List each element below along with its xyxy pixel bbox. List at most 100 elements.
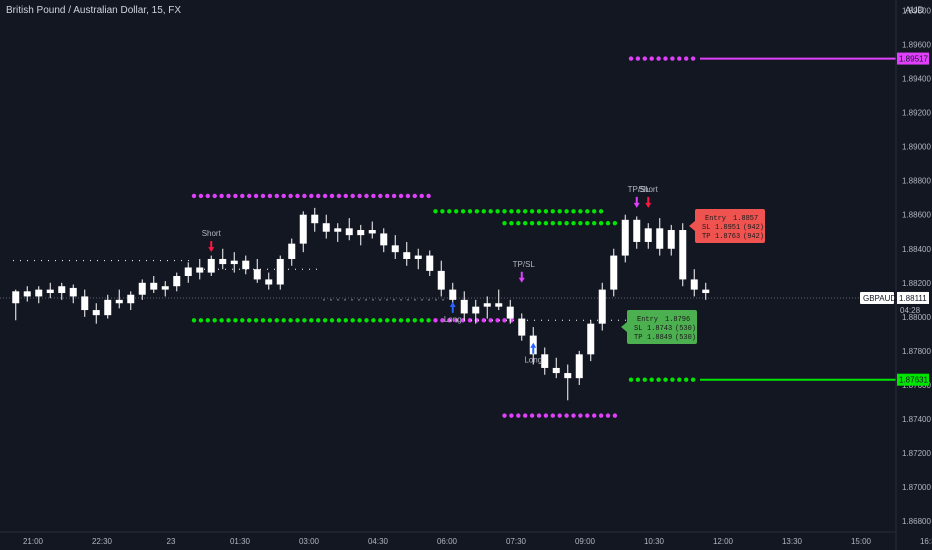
short-upper-band-dot	[233, 193, 238, 199]
long-lower-band-dot	[322, 318, 328, 323]
price-tick-label: 1.87200	[902, 449, 931, 458]
mid-green-upper-dot	[433, 209, 438, 214]
time-tick-label: 15:00	[851, 537, 872, 546]
tp-target-magenta-dot	[677, 56, 682, 61]
time-tick-label: 13:30	[782, 537, 803, 546]
signal-label: Short	[202, 229, 222, 238]
long-lower-band-dot	[329, 318, 335, 323]
time-tick-label: 16:30	[920, 537, 932, 546]
long-lower-band-dot	[281, 318, 286, 323]
sl-target-green-dot	[670, 377, 675, 382]
candle-body	[633, 219, 641, 242]
short-position-box: Entry 1.8857 SL 1.8951 (942) TP 1.8763 (942)	[689, 209, 765, 243]
lower-magenta-band-dot	[578, 413, 583, 418]
long-lower-band-dot	[391, 318, 397, 323]
short-upper-band-dot	[350, 193, 355, 199]
short-upper-band-dot	[295, 193, 300, 199]
upper-green-band-dot	[502, 221, 507, 226]
long-lower-band-dot	[364, 318, 369, 323]
candle-body	[644, 228, 652, 242]
long-lower-band-dot	[371, 318, 376, 323]
lower-magenta-band-dot	[598, 413, 604, 418]
upper-green-band-dot	[571, 221, 576, 226]
tp-target-magenta-dot	[670, 56, 675, 61]
currency-label: AUD	[905, 5, 925, 15]
candle-body	[207, 258, 215, 273]
candle-body	[610, 255, 618, 290]
long-lower-band-dot	[398, 318, 404, 323]
entry-value: 1.8796	[665, 316, 690, 324]
upper-green-band-dot	[550, 221, 555, 226]
sl-label: SL	[634, 325, 642, 333]
time-tick-label: 03:00	[299, 537, 320, 546]
long-lower-band-dot	[267, 318, 273, 323]
mid-magenta-lower-dot	[433, 318, 438, 323]
long-lower-band-dot	[295, 318, 300, 323]
candle-body	[541, 354, 549, 368]
long-lower-band-dot	[253, 318, 259, 323]
mid-green-upper-dot	[502, 209, 507, 214]
tp-label: TP	[634, 334, 642, 342]
long-lower-band-dot	[412, 318, 417, 323]
short-upper-band-dot	[281, 193, 286, 199]
sl-target-green-dot	[656, 377, 661, 382]
candle-body	[276, 258, 284, 285]
upper-green-band-dot	[557, 221, 562, 226]
tp-target-magenta-dot	[649, 56, 654, 61]
price-tick-label: 1.87000	[902, 483, 931, 492]
mid-magenta-lower-dot	[488, 318, 493, 323]
time-tick-label: 01:30	[230, 537, 251, 546]
candle-body	[667, 230, 675, 249]
lower-magenta-band-dot	[585, 413, 590, 418]
short-upper-band-dot	[405, 193, 411, 199]
mid-green-upper-dot	[495, 209, 500, 214]
candlesticks	[12, 207, 710, 401]
long-arrow-icon	[530, 342, 537, 354]
mid-green-upper-dot	[543, 209, 549, 214]
short-upper-band-dot	[419, 193, 424, 199]
signal-levels	[191, 56, 896, 418]
tp-target-magenta-dot	[684, 56, 689, 61]
symbol-tag-bg	[860, 291, 894, 304]
lower-magenta-band-dot	[516, 413, 521, 418]
candle-body	[230, 260, 238, 265]
short-arrow-icon	[645, 196, 652, 208]
mid-magenta-lower-dot	[481, 318, 486, 323]
mid-magenta-lower-dot	[447, 318, 452, 323]
price-axis[interactable]: 1.89800 1.89600 1.89400 1.89200 1.89000 1.888…	[902, 6, 931, 526]
candle-body	[621, 219, 629, 256]
long-lower-band-dot	[274, 318, 279, 323]
mid-green-upper-dot	[523, 209, 528, 214]
lower-magenta-band-dot	[543, 413, 549, 418]
lower-magenta-band-dot	[502, 413, 507, 418]
short-upper-band-dot	[253, 193, 259, 199]
short-upper-band-dot	[412, 193, 417, 199]
time-tick-label: 12:00	[713, 537, 734, 546]
long-lower-band-dot	[343, 318, 348, 323]
mid-green-upper-dot	[585, 209, 590, 214]
upper-green-band-dot	[592, 221, 597, 226]
candle-body	[679, 230, 687, 280]
mid-green-upper-dot	[460, 209, 466, 214]
sl-target-green-dot	[635, 377, 641, 382]
upper-green-band-dot	[598, 221, 604, 226]
candle-body	[495, 303, 503, 307]
mid-green-upper-dot	[488, 209, 493, 214]
short-upper-band-dot	[364, 193, 369, 199]
candle-body	[35, 289, 43, 297]
price-tag-label: 1.88111	[899, 294, 927, 303]
tp-target-magenta-dot	[642, 56, 647, 61]
upper-green-band-dot	[536, 221, 542, 226]
long-lower-band-dot	[219, 318, 224, 323]
long-lower-band-dot	[247, 318, 252, 323]
sl-value: 1.8743	[647, 325, 672, 333]
time-axis[interactable]: 21:00 22:30 23 01:30 03:00 04:30 06:00 07:30 09:…	[23, 537, 932, 546]
candle-body	[426, 255, 434, 271]
candle-body	[92, 310, 100, 316]
long-lower-band-dot	[350, 318, 355, 323]
short-position-box-pointer	[689, 221, 695, 231]
entry-value: 1.8857	[733, 215, 758, 223]
mid-green-upper-dot	[447, 209, 452, 214]
